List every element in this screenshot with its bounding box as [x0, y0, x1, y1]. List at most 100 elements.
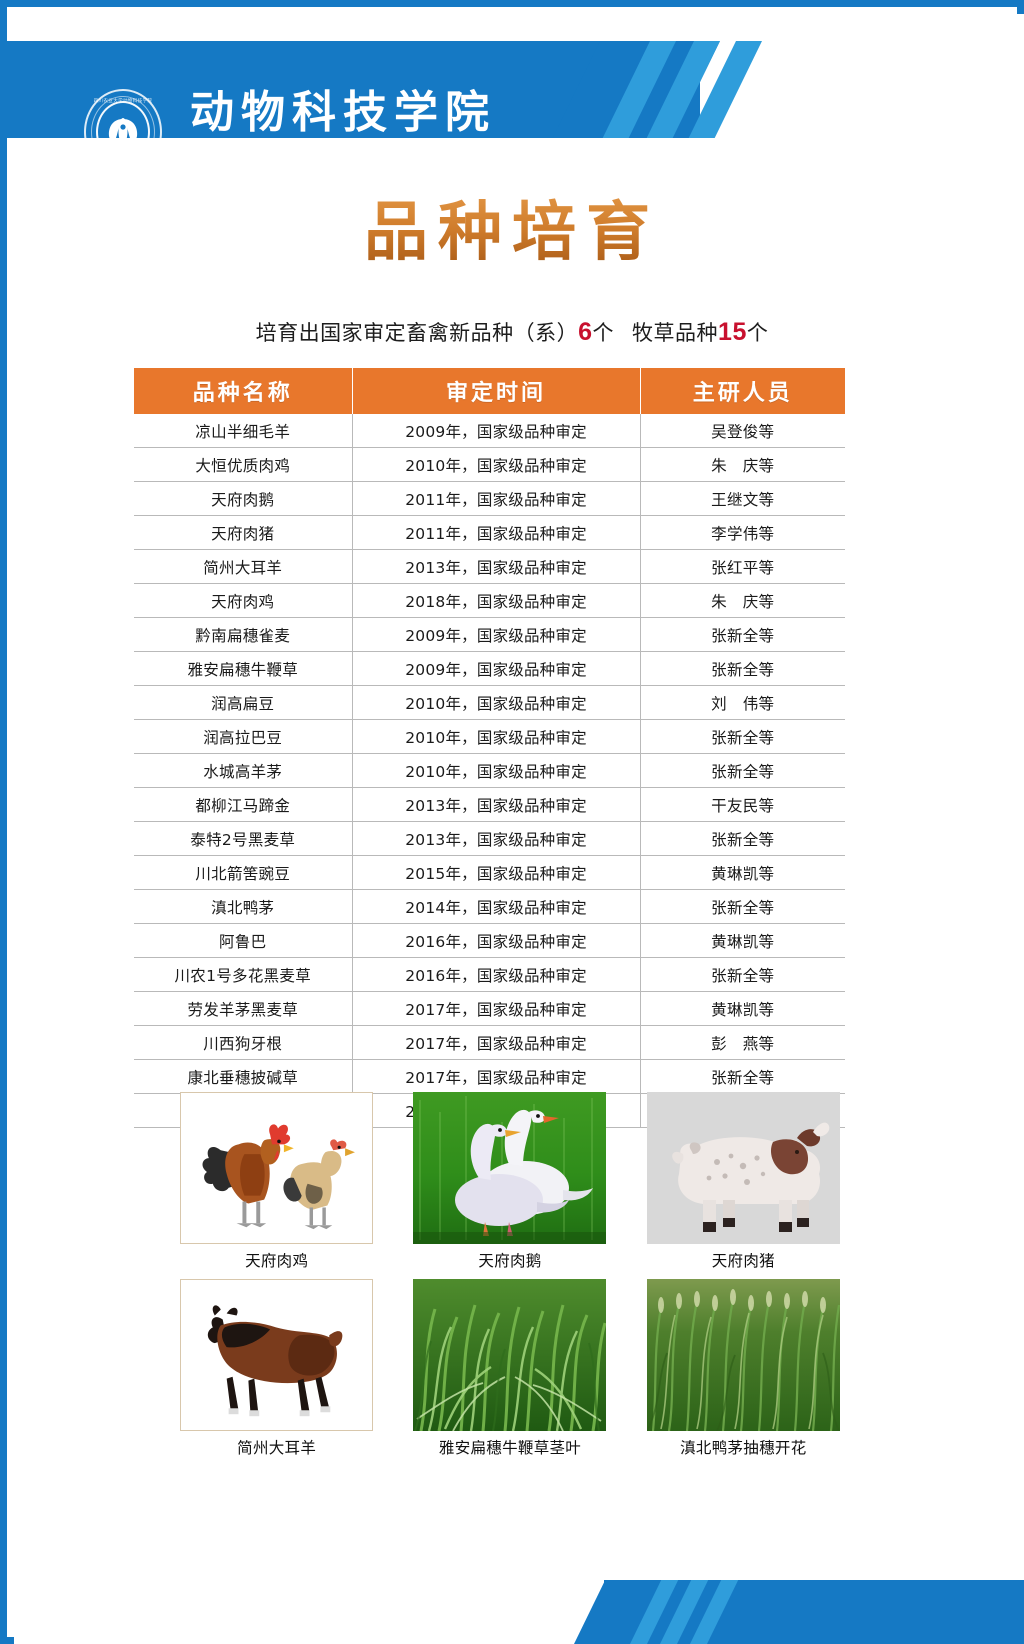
cell-researcher: 吴登俊等 — [640, 414, 845, 448]
table-row: 凉山半细毛羊 2009年，国家级品种审定 吴登俊等 — [134, 414, 845, 448]
cell-approval-time: 2010年，国家级品种审定 — [352, 685, 641, 720]
cell-researcher: 彭 燕等 — [640, 1025, 845, 1060]
table-row: 雅安扁穗牛鞭草 2009年，国家级品种审定 张新全等 — [134, 651, 845, 686]
caption-goose: 天府肉鹅 — [478, 1252, 542, 1270]
cell-researcher: 张新全等 — [640, 617, 845, 652]
cell-researcher: 黄琳凯等 — [640, 991, 845, 1026]
table-row: 阿鲁巴 2016年，国家级品种审定 黄琳凯等 — [134, 923, 845, 958]
subtitle-unit-1: 个 — [592, 321, 615, 345]
cell-approval-time: 2014年，国家级品种审定 — [352, 889, 641, 924]
cell-researcher: 朱 庆等 — [640, 447, 845, 482]
cell-approval-time: 2009年，国家级品种审定 — [352, 617, 641, 652]
cell-approval-time: 2016年，国家级品种审定 — [352, 923, 641, 958]
cell-breed-name: 川农1号多花黑麦草 — [134, 957, 353, 992]
cell-researcher: 张红平等 — [640, 549, 845, 584]
seal-emblem-icon — [86, 107, 160, 138]
subtitle-count-livestock: 6 — [578, 318, 593, 346]
cell-breed-name: 劳发羊茅黑麦草 — [134, 991, 353, 1026]
grass-dactylis-photo — [646, 1279, 840, 1431]
subtitle-prefix: 培育出国家审定畜禽新品种（系） — [255, 321, 579, 345]
breeds-table-container: 品种名称 审定时间 主研人员 凉山半细毛羊 2009年，国家级品种审定 吴登俊等 大恒… — [134, 368, 845, 1128]
cell-breed-name: 天府肉鹅 — [134, 481, 353, 516]
gallery-row-1: 天府肉鸡 — [160, 1092, 860, 1271]
cell-breed-name: 川北箭筈豌豆 — [134, 855, 353, 890]
gallery-item-goat: 简州大耳羊 — [160, 1279, 393, 1458]
cell-approval-time: 2013年，国家级品种审定 — [352, 787, 641, 822]
cell-breed-name: 简州大耳羊 — [134, 549, 353, 584]
caption-hemarthria: 雅安扁穗牛鞭草茎叶 — [438, 1439, 582, 1457]
table-row: 润高拉巴豆 2010年，国家级品种审定 张新全等 — [134, 719, 845, 754]
cell-approval-time: 2017年，国家级品种审定 — [352, 1059, 641, 1094]
caption-goat: 简州大耳羊 — [237, 1439, 317, 1457]
cell-approval-time: 2009年，国家级品种审定 — [352, 651, 641, 686]
table-row: 川北箭筈豌豆 2015年，国家级品种审定 黄琳凯等 — [134, 855, 845, 890]
goose-photo — [413, 1092, 607, 1244]
photo-gallery: 天府肉鸡 — [160, 1092, 860, 1466]
table-row: 天府肉鹅 2011年，国家级品种审定 王继文等 — [134, 481, 845, 516]
cell-approval-time: 2018年，国家级品种审定 — [352, 583, 641, 618]
column-header-time: 审定时间 — [352, 368, 641, 414]
cell-approval-time: 2013年，国家级品种审定 — [352, 549, 641, 584]
table-header-row: 品种名称 审定时间 主研人员 — [134, 368, 845, 414]
table-row: 天府肉猪 2011年，国家级品种审定 李学伟等 — [134, 515, 845, 550]
grass-hemarthria-photo — [413, 1279, 607, 1431]
cell-approval-time: 2010年，国家级品种审定 — [352, 753, 641, 788]
column-header-researcher: 主研人员 — [640, 368, 845, 414]
cell-researcher: 张新全等 — [640, 719, 845, 754]
cell-researcher: 张新全等 — [640, 957, 845, 992]
cell-researcher: 李学伟等 — [640, 515, 845, 550]
cell-approval-time: 2015年，国家级品种审定 — [352, 855, 641, 890]
cell-approval-time: 2010年，国家级品种审定 — [352, 447, 641, 482]
cell-breed-name: 都柳江马蹄金 — [134, 787, 353, 822]
page-header: 四川农业大学动物科技学院 ANIMAL SCIENCE AND TECHNOLO… — [0, 41, 1024, 138]
cell-researcher: 刘 伟等 — [640, 685, 845, 720]
cell-breed-name: 泰特2号黑麦草 — [134, 821, 353, 856]
cell-breed-name: 川西狗牙根 — [134, 1025, 353, 1060]
cell-breed-name: 润高拉巴豆 — [134, 719, 353, 754]
table-row: 滇北鸭茅 2014年，国家级品种审定 张新全等 — [134, 889, 845, 924]
cell-approval-time: 2009年，国家级品种审定 — [352, 414, 641, 448]
cell-approval-time: 2010年，国家级品种审定 — [352, 719, 641, 754]
cell-breed-name: 康北垂穗披碱草 — [134, 1059, 353, 1094]
table-row: 天府肉鸡 2018年，国家级品种审定朱 庆等 — [134, 583, 845, 618]
page-subtitle: 培育出国家审定畜禽新品种（系）6个 牧草品种15个 — [0, 317, 1024, 347]
cell-approval-time: 2016年，国家级品种审定 — [352, 957, 641, 992]
gallery-item-chicken: 天府肉鸡 — [160, 1092, 393, 1271]
column-header-name: 品种名称 — [134, 368, 353, 414]
table-row: 水城高羊茅 2010年，国家级品种审定 张新全等 — [134, 753, 845, 788]
subtitle-unit-2: 个 — [746, 321, 769, 345]
gallery-item-goose: 天府肉鹅 — [393, 1092, 626, 1271]
chicken-photo — [180, 1092, 374, 1244]
header-title-cn: 动物科技学院 — [190, 87, 496, 138]
breeds-table: 品种名称 审定时间 主研人员 凉山半细毛羊 2009年，国家级品种审定 吴登俊等 大恒… — [134, 368, 845, 1128]
table-row: 劳发羊茅黑麦草 2017年，国家级品种审定 黄琳凯等 — [134, 991, 845, 1026]
table-row: 川西狗牙根 2017年，国家级品种审定彭 燕等 — [134, 1025, 845, 1060]
cell-researcher: 朱 庆等 — [640, 583, 845, 618]
goat-photo — [180, 1279, 374, 1431]
cell-researcher: 张新全等 — [640, 889, 845, 924]
cell-breed-name: 黔南扁穗雀麦 — [134, 617, 353, 652]
cell-breed-name: 阿鲁巴 — [134, 923, 353, 958]
cell-researcher: 黄琳凯等 — [640, 855, 845, 890]
gallery-item-hemarthria: 雅安扁穗牛鞭草茎叶 — [393, 1279, 626, 1458]
caption-chicken: 天府肉鸡 — [245, 1252, 309, 1270]
pig-photo — [646, 1092, 840, 1244]
cell-breed-name: 雅安扁穗牛鞭草 — [134, 651, 353, 686]
cell-researcher: 黄琳凯等 — [640, 923, 845, 958]
cell-researcher: 干友民等 — [640, 787, 845, 822]
subtitle-mid: 牧草品种 — [632, 321, 719, 345]
breeds-table-body: 凉山半细毛羊 2009年，国家级品种审定 吴登俊等 大恒优质肉鸡 2010年，国家级品种… — [134, 414, 845, 1128]
gallery-item-pig: 天府肉猪 — [627, 1092, 860, 1271]
cell-breed-name: 凉山半细毛羊 — [134, 414, 353, 448]
caption-pig: 天府肉猪 — [711, 1252, 775, 1270]
cell-breed-name: 水城高羊茅 — [134, 753, 353, 788]
cell-breed-name: 天府肉猪 — [134, 515, 353, 550]
table-row: 润高扁豆 2010年，国家级品种审定刘 伟等 — [134, 685, 845, 720]
table-row: 都柳江马蹄金 2013年，国家级品种审定 干友民等 — [134, 787, 845, 822]
cell-breed-name: 天府肉鸡 — [134, 583, 353, 618]
table-row: 康北垂穗披碱草 2017年，国家级品种审定 张新全等 — [134, 1059, 845, 1094]
table-row: 大恒优质肉鸡 2010年，国家级品种审定朱 庆等 — [134, 447, 845, 482]
cell-breed-name: 大恒优质肉鸡 — [134, 447, 353, 482]
table-row: 泰特2号黑麦草 2013年，国家级品种审定 张新全等 — [134, 821, 845, 856]
cell-researcher: 王继文等 — [640, 481, 845, 516]
